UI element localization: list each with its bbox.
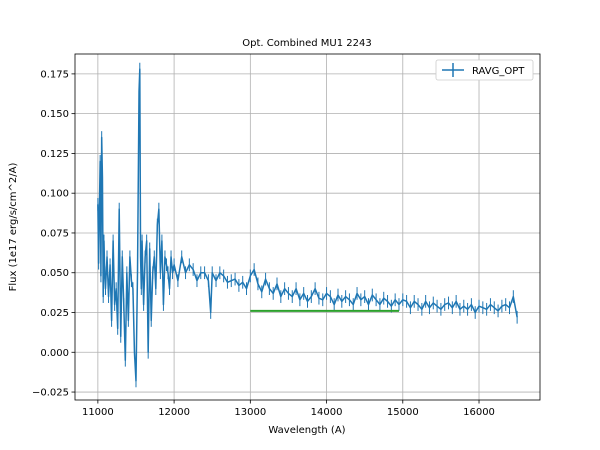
- series-line-ravg-opt: [97, 68, 518, 382]
- x-axis-ticks: 11000 12000 13000 14000 15000 16000: [82, 400, 495, 418]
- y-tick-label: 0.075: [40, 228, 69, 239]
- y-tick-label: 0.025: [40, 308, 69, 319]
- legend: RAVG_OPT: [435, 59, 534, 81]
- y-tick-label: 0.000: [40, 348, 69, 359]
- y-tick-label: 0.050: [40, 268, 69, 279]
- x-tick-label: 13000: [234, 407, 266, 418]
- y-tick-label: 0.175: [40, 69, 69, 80]
- y-tick-label: 0.125: [40, 149, 69, 160]
- x-axis-label: Wavelength (A): [268, 425, 345, 436]
- chart-title: Opt. Combined MU1 2243: [242, 38, 371, 49]
- y-tick-label: −0.025: [32, 388, 69, 399]
- error-bars: [97, 62, 518, 388]
- y-tick-label: 0.150: [40, 109, 69, 120]
- legend-entry-ravg-opt: RAVG_OPT: [472, 66, 525, 77]
- x-tick-label: 14000: [311, 407, 343, 418]
- x-tick-label: 11000: [82, 407, 114, 418]
- x-tick-label: 15000: [387, 407, 419, 418]
- plot-frame: [74, 53, 541, 401]
- series-lines: [97, 68, 518, 382]
- y-axis-label: Flux (1e17 erg/s/cm^2/A): [8, 163, 19, 292]
- y-axis-ticks: −0.025 0.000 0.025 0.050 0.075 0.100 0.125 0.15…: [32, 69, 75, 399]
- legend-box: [435, 59, 534, 81]
- y-tick-label: 0.100: [40, 189, 69, 200]
- x-tick-label: 16000: [463, 407, 495, 418]
- grid: [75, 54, 540, 400]
- x-tick-label: 12000: [158, 407, 190, 418]
